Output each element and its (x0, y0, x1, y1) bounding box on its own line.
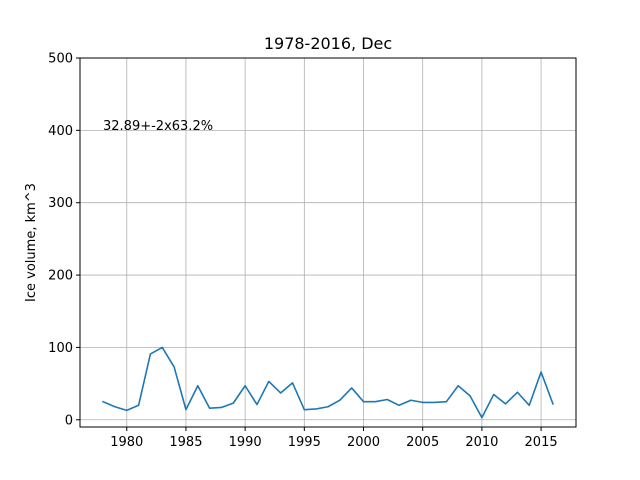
x-tick-label: 1985 (169, 435, 202, 450)
series-group (102, 346, 554, 419)
chart-title: 1978-2016, Dec (264, 34, 392, 53)
x-tick-label: 2000 (347, 435, 380, 450)
y-axis-label: Ice volume, km^3 (24, 183, 39, 302)
x-tick-label: 1995 (288, 435, 321, 450)
x-tick-label: 1990 (229, 435, 262, 450)
axis-ticks: 1980 1985 1990 1995 2000 2005 2010 2015 0 100 200 3… (48, 52, 557, 451)
x-tick-label: 1980 (110, 435, 143, 450)
y-tick-label: 400 (48, 124, 73, 139)
annotation-text: 32.89+-2x63.2% (103, 119, 213, 134)
y-tick-label: 100 (48, 341, 73, 356)
x-tick-label: 2005 (406, 435, 439, 450)
y-tick-label: 0 (65, 413, 73, 428)
y-tick-label: 200 (48, 269, 73, 284)
y-tick-label: 500 (48, 52, 73, 67)
series-line (102, 346, 554, 419)
y-tick-label: 300 (48, 196, 73, 211)
x-tick-label: 2015 (525, 435, 558, 450)
x-tick-label: 2010 (465, 435, 498, 450)
plot-frame (79, 57, 577, 428)
